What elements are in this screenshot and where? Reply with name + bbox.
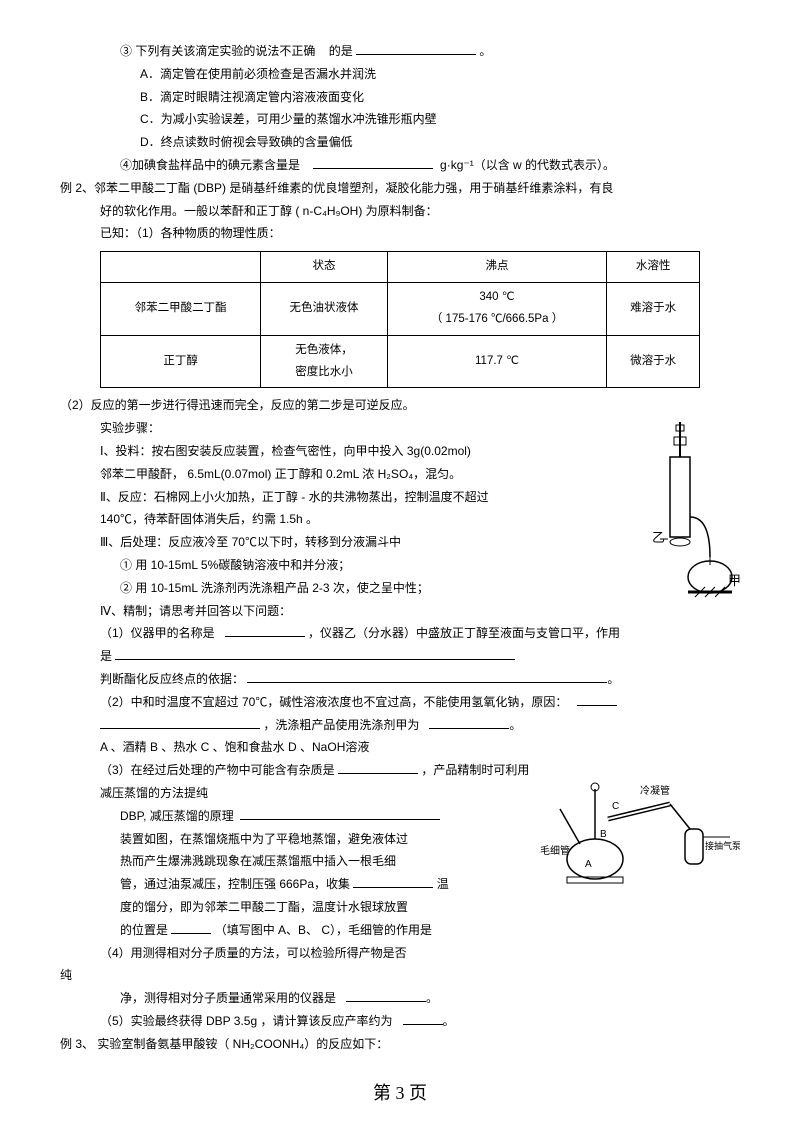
q3-optD: D．终点读数时俯视会导致碘的含量偏低: [140, 131, 740, 154]
s2a: Ⅱ、反应：石棉网上小火加热，正丁醇 - 水的共沸物蒸出，控制温度不超过: [100, 486, 602, 509]
q4b-line: 净，测得相对分子质量通常采用的仪器是 。: [120, 987, 740, 1010]
fig2-pump: 接抽气泵: [705, 840, 740, 851]
q3-period: 。: [479, 44, 491, 58]
r1-bp: 340 ℃ （ 175-176 ℃/666.5Pa ）: [387, 283, 607, 336]
blank-q4b[interactable]: [346, 988, 426, 1002]
q2-opts: A 、酒精 B 、热水 C 、饱和食盐水 D 、NaOH溶液: [100, 736, 740, 759]
q3-intro-tail: 的是: [329, 44, 353, 58]
th-bp: 沸点: [387, 252, 607, 283]
q2b: ，洗涤粗产品使用洗涤剂甲为: [263, 718, 419, 732]
q3g: 度的馏分，即为邻苯二甲酸二丁酯，温度计水银球放置: [120, 896, 532, 919]
q3f-line: 管，通过油泵减压，控制压强 666Pa，收集 温: [120, 873, 532, 896]
fig2-A: A: [585, 859, 592, 870]
r1-name: 邻苯二甲酸二丁酯: [101, 283, 261, 336]
blank-q5a[interactable]: [403, 1011, 443, 1025]
fig2-cond: 冷凝管: [640, 784, 670, 797]
r1-state: 无色油状液体: [261, 283, 387, 336]
blank-q3f[interactable]: [353, 874, 433, 888]
blank-q1d[interactable]: [247, 669, 607, 683]
q1d-line: 判断酯化反应终点的依据： 。: [100, 668, 740, 691]
q3h-mid: （填写图中 A、B、 C），毛细管的作用是: [215, 923, 432, 937]
blank-q2a[interactable]: [577, 692, 617, 706]
r2-state-a: 无色液体，: [269, 340, 378, 362]
blank-q3[interactable]: [356, 41, 476, 55]
q4-line: ④加碘食盐样品中的碘元素含量是 g·kg⁻¹（以含 w 的代数式表示）。: [120, 154, 740, 177]
blank-q4[interactable]: [313, 155, 433, 169]
q3-intro-text: ③ 下列有关该滴定实验的说法不正确: [120, 44, 315, 58]
blank-q2b1[interactable]: [100, 715, 260, 729]
q3d: 装置如图，在蒸馏烧瓶中为了平稳地蒸馏，避免液体过: [120, 828, 532, 851]
steps-title: 实验步骤：: [100, 417, 602, 440]
q1a: （1）仪器甲的名称是: [100, 626, 215, 640]
q3c-line: DBP, 减压蒸馏的原理: [120, 805, 532, 828]
q2a-line: （2）中和时温度不宜超过 70℃，碱性溶液浓度也不宜过高，不能使用氢氧化钠，原因…: [100, 691, 740, 714]
th-state: 状态: [261, 252, 387, 283]
s2b: 140℃，待苯酐固体消失后，约需 1.5h 。: [100, 508, 602, 531]
th-blank: [101, 252, 261, 283]
apparatus-figure-1: 乙 甲: [610, 417, 740, 607]
fig2-C: C: [612, 801, 619, 812]
r2-name: 正丁醇: [101, 335, 261, 388]
q5a: （5）实验最终获得 DBP 3.5g ，请计算该反应产率约为: [100, 1014, 393, 1028]
th-sol: 水溶性: [607, 252, 700, 283]
q4b: 净，测得相对分子质量通常采用的仪器是: [120, 991, 336, 1005]
fig2-B: B: [600, 829, 607, 840]
q3-optC: C．为减小实验误差，可用少量的蒸馏水冲洗锥形瓶内壁: [140, 108, 740, 131]
r2-bp: 117.7 ℃: [387, 335, 607, 388]
s1b: 邻苯二甲酸酐， 6.5mL(0.07mol) 正丁醇和 0.2mL 浓 H₂SO…: [100, 463, 602, 486]
ex2-title-line2: 好的软化作用。一般以苯酐和正丁醇 ( n-C₄H₉OH) 为原料制备：: [100, 200, 740, 223]
r2-state: 无色液体， 密度比水小: [261, 335, 387, 388]
blank-q3a[interactable]: [338, 760, 418, 774]
s3a: Ⅲ、后处理：反应液冷至 70℃以下时，转移到分液漏斗中: [100, 531, 602, 554]
q3c: DBP, 减压蒸馏的原理: [120, 809, 234, 823]
fig1-yi-label: 乙: [652, 530, 665, 545]
blank-q1c[interactable]: [115, 646, 515, 660]
blank-q3h[interactable]: [171, 920, 211, 934]
s3c: ② 用 10-15mL 洗涤剂丙洗涤粗产品 2-3 次，使之呈中性；: [120, 577, 602, 600]
q3f-tail: 温: [437, 877, 449, 891]
r2-sol: 微溶于水: [607, 335, 700, 388]
q4-text: ④加碘食盐样品中的碘元素含量是: [120, 158, 300, 172]
q2b-line: ，洗涤粗产品使用洗涤剂甲为 。: [100, 714, 740, 737]
q1c: 是: [100, 649, 112, 663]
ex2-p2: （2）反应的第一步进行得迅速而完全，反应的第二步是可逆反应。: [60, 394, 740, 417]
blank-q2b2[interactable]: [429, 715, 509, 729]
ex3-title: 例 3、 实验室制备氨基甲酸铵（ NH₂COONH₄）的反应如下：: [60, 1033, 740, 1056]
distillation-figure: A B C 冷凝管 毛细管 接抽气泵: [540, 759, 740, 909]
q3f: 管，通过油泵减压，控制压强 666Pa，收集: [120, 877, 350, 891]
ex2-title-line1: 例 2、邻苯二甲酸二丁酯 (DBP) 是硝基纤维素的优良增塑剂，凝胶化能力强，用…: [60, 177, 740, 200]
q2a: （2）中和时温度不宜超过 70℃，碱性溶液浓度也不宜过高，不能使用氢氧化钠，原因…: [100, 695, 567, 709]
s3b: ① 用 10-15mL 5%碳酸钠溶液中和并分液；: [120, 554, 602, 577]
page-number: 第 3 页: [60, 1076, 740, 1110]
q4-tail: g·kg⁻¹（以含 w 的代数式表示）。: [440, 158, 615, 172]
q4a2: 纯: [60, 964, 740, 987]
s1a: Ⅰ、投料：按右图安装反应装置，检查气密性，向甲中投入 3g(0.02mol): [100, 440, 602, 463]
q1d: 判断酯化反应终点的依据：: [100, 672, 244, 686]
q5a-line: （5）实验最终获得 DBP 3.5g ，请计算该反应产率约为 。: [100, 1010, 740, 1033]
q3-intro: ③ 下列有关该滴定实验的说法不正确 的是 。: [120, 40, 740, 63]
q3a-line: （3）在经过后处理的产物中可能含有杂质是 ，产品精制时可利用减压蒸馏的方法提纯: [100, 759, 532, 805]
q1c-line: 是: [100, 645, 740, 668]
q3h-line: 的位置是 （填写图中 A、B、 C），毛细管的作用是: [120, 919, 532, 942]
s4: Ⅳ、精制；请思考并回答以下问题：: [100, 600, 602, 623]
r2-state-b: 密度比水小: [269, 362, 378, 384]
fig1-jia-label: 甲: [728, 573, 740, 588]
q3-optA: A．滴定管在使用前必须检查是否漏水并润洗: [140, 63, 740, 86]
q3h: 的位置是: [120, 923, 168, 937]
fig2-tube: 毛细管: [540, 844, 570, 857]
r1-sol: 难溶于水: [607, 283, 700, 336]
q1-line: （1）仪器甲的名称是 ，仪器乙（分水器）中盛放正丁醇至液面与支管口平，作用: [100, 622, 740, 645]
q3a: （3）在经过后处理的产物中可能含有杂质是: [100, 763, 335, 777]
r1-bp-b: （ 175-176 ℃/666.5Pa ）: [396, 309, 599, 331]
properties-table: 状态 沸点 水溶性 邻苯二甲酸二丁酯 无色油状液体 340 ℃ （ 175-17…: [100, 251, 700, 388]
r1-bp-a: 340 ℃: [396, 287, 599, 309]
q1b: ，仪器乙（分水器）中盛放正丁醇至液面与支管口平，作用: [308, 626, 620, 640]
q4a: （4）用测得相对分子质量的方法，可以检验所得产物是否: [100, 942, 740, 965]
blank-q1a[interactable]: [225, 623, 305, 637]
q3e: 热而产生爆沸溅跳现象在减压蒸馏瓶中插入一根毛细: [120, 850, 532, 873]
ex2-known: 已知：（1）各种物质的物理性质：: [100, 222, 740, 245]
blank-q3c[interactable]: [240, 806, 440, 820]
q3-optB: B．滴定时眼睛注视滴定管内溶液液面变化: [140, 86, 740, 109]
